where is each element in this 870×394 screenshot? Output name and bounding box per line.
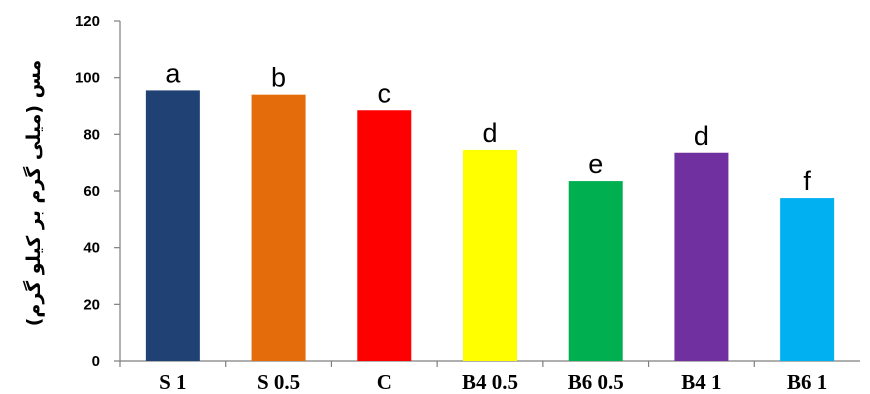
x-axis (119, 360, 860, 367)
x-tick-label: B4 0.5 (462, 370, 518, 394)
y-axis-label: مس (میلی گرم بر کیلو گرم) (22, 60, 45, 327)
significance-letter: e (588, 149, 603, 179)
y-tick-label: 80 (83, 126, 100, 143)
y-axis (114, 20, 121, 362)
x-tick-label: S 1 (159, 370, 186, 394)
y-tick-label: 60 (83, 183, 100, 200)
bar (568, 181, 623, 361)
bar (463, 149, 517, 361)
y-tick-label: 120 (75, 13, 100, 30)
bar (145, 90, 200, 362)
x-tick-label: B6 1 (787, 370, 827, 394)
bar (780, 198, 835, 361)
bars (145, 90, 835, 362)
significance-letter: c (378, 78, 392, 108)
significance-letter: f (803, 166, 811, 196)
y-tick-labels: 0 20 40 60 80 100 120 (75, 13, 100, 370)
y-tick-label: 20 (83, 296, 100, 313)
x-tick-label: B6 0.5 (568, 370, 624, 394)
significance-letter: b (271, 63, 286, 93)
x-tick-label: B4 1 (681, 370, 721, 394)
x-tick-label: S 0.5 (257, 370, 300, 394)
significance-letters: a b c d e d f (165, 58, 811, 196)
y-tick-label: 0 (92, 353, 100, 370)
significance-letter: a (165, 58, 181, 88)
y-tick-label: 100 (75, 70, 100, 87)
significance-letter: d (694, 121, 709, 151)
bar (674, 152, 729, 361)
bar (251, 94, 306, 362)
bar (357, 110, 412, 361)
significance-letter: d (482, 118, 497, 148)
y-tick-label: 40 (83, 240, 100, 257)
x-tick-labels: S 1 S 0.5 C B4 0.5 B6 0.5 B4 1 B6 1 (159, 370, 827, 394)
x-tick-label: C (377, 370, 392, 394)
